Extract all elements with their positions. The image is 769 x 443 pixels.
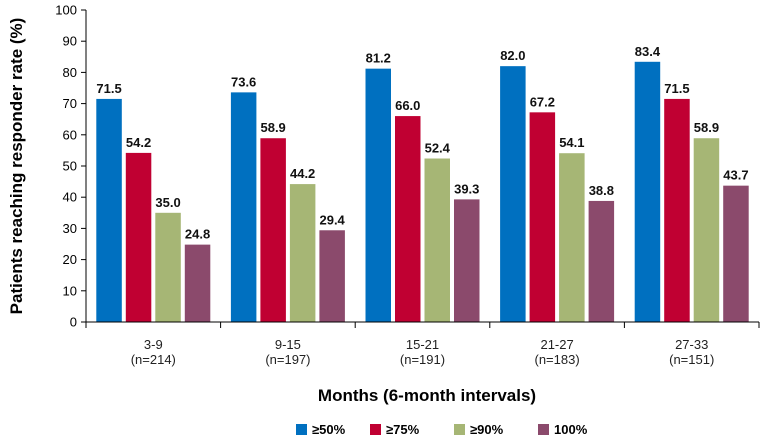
bar bbox=[529, 112, 556, 322]
bar bbox=[125, 152, 152, 322]
data-label: 81.2 bbox=[366, 51, 391, 66]
data-label: 67.2 bbox=[530, 94, 555, 109]
bar bbox=[155, 212, 181, 322]
y-axis: 0 10 20 30 40 50 60 70 80 90 100 bbox=[55, 3, 87, 330]
data-label: 29.4 bbox=[319, 212, 345, 227]
bar bbox=[395, 116, 421, 322]
data-label: 73.6 bbox=[231, 74, 256, 89]
data-label: 71.5 bbox=[664, 81, 689, 96]
y-tick-label: 10 bbox=[63, 283, 77, 298]
data-label: 66.0 bbox=[395, 98, 420, 113]
data-label: 58.9 bbox=[260, 120, 285, 135]
y-tick-label: 90 bbox=[63, 34, 77, 49]
bar bbox=[319, 230, 345, 322]
data-label: 58.9 bbox=[694, 120, 719, 135]
x-category-count: (n=183) bbox=[535, 352, 580, 367]
bar bbox=[454, 199, 480, 322]
bar bbox=[184, 244, 211, 322]
x-category-label: 21-27 bbox=[540, 337, 573, 352]
data-label: 35.0 bbox=[155, 195, 180, 210]
bar bbox=[723, 185, 749, 322]
bar bbox=[559, 153, 585, 322]
data-label: 71.5 bbox=[96, 81, 121, 96]
x-category-label: 3-9 bbox=[144, 337, 163, 352]
data-label: 44.2 bbox=[290, 166, 315, 181]
legend-swatch bbox=[538, 424, 549, 435]
data-label: 52.4 bbox=[425, 141, 451, 156]
x-category-label: 15-21 bbox=[406, 337, 439, 352]
y-tick-label: 30 bbox=[63, 221, 77, 236]
y-tick-label: 0 bbox=[70, 315, 77, 330]
x-category-label: 27-33 bbox=[675, 337, 708, 352]
x-category-count: (n=191) bbox=[400, 352, 445, 367]
y-tick-label: 60 bbox=[63, 127, 77, 142]
y-tick-label: 40 bbox=[63, 190, 77, 205]
bar bbox=[260, 138, 286, 322]
x-category-label: 9-15 bbox=[275, 337, 301, 352]
data-label: 54.1 bbox=[559, 135, 584, 150]
data-label: 43.7 bbox=[723, 168, 748, 183]
y-tick-label: 100 bbox=[55, 3, 77, 18]
data-label: 39.3 bbox=[454, 181, 479, 196]
data-label: 82.0 bbox=[500, 48, 525, 63]
legend-label: ≥50% bbox=[312, 422, 346, 437]
legend-label: ≥75% bbox=[386, 422, 420, 437]
x-axis: 3-9(n=214)9-15(n=197)15-21(n=191)21-27(n… bbox=[85, 321, 760, 367]
y-tick-label: 80 bbox=[63, 65, 77, 80]
legend-swatch bbox=[370, 424, 381, 435]
data-label: 38.8 bbox=[589, 183, 614, 198]
bar bbox=[230, 92, 257, 322]
data-label: 83.4 bbox=[635, 44, 661, 59]
bar bbox=[634, 61, 661, 323]
legend-label: ≥90% bbox=[470, 422, 504, 437]
bar bbox=[289, 184, 316, 322]
bar bbox=[500, 66, 526, 322]
data-label: 54.2 bbox=[126, 135, 151, 150]
y-axis-label: Patients reaching responder rate (%) bbox=[7, 18, 26, 315]
x-category-count: (n=214) bbox=[131, 352, 176, 367]
y-tick-label: 20 bbox=[63, 252, 77, 267]
bars: 71.5 54.2 35.0 24.8 73.6 58.9 44.2 29.4 81.2 66.0… bbox=[96, 44, 749, 323]
x-category-count: (n=151) bbox=[669, 352, 714, 367]
legend: ≥50% ≥75% ≥90% 100% bbox=[296, 422, 588, 437]
y-tick-label: 70 bbox=[63, 96, 77, 111]
bar bbox=[365, 68, 391, 322]
legend-swatch bbox=[296, 424, 307, 435]
bar bbox=[588, 200, 615, 322]
x-axis-label: Months (6-month intervals) bbox=[318, 386, 536, 405]
data-label: 24.8 bbox=[185, 227, 210, 242]
bar bbox=[96, 98, 122, 322]
bar bbox=[693, 138, 720, 322]
bar bbox=[424, 158, 450, 322]
y-tick-label: 50 bbox=[63, 159, 77, 174]
legend-swatch bbox=[454, 424, 465, 435]
bar bbox=[664, 98, 690, 322]
x-category-count: (n=197) bbox=[265, 352, 310, 367]
legend-label: 100% bbox=[554, 422, 588, 437]
